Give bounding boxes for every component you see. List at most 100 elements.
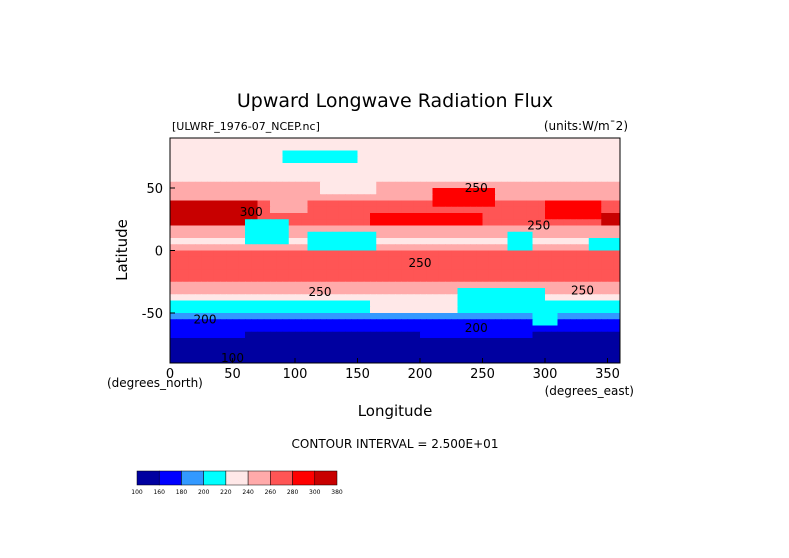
heatmap-cell (432, 331, 440, 339)
heatmap-cell (420, 313, 427, 320)
heatmap-cell (351, 219, 359, 227)
heatmap-cell (270, 169, 277, 177)
heatmap-cell (488, 219, 496, 227)
heatmap-cell (295, 325, 302, 333)
heatmap-cell (563, 350, 571, 358)
heatmap-cell (557, 294, 565, 302)
heatmap-cell (388, 269, 396, 277)
heatmap-cell (457, 231, 465, 239)
heatmap-cell (232, 331, 240, 339)
heatmap-cell (370, 331, 377, 339)
heatmap-cell (338, 344, 346, 352)
heatmap-cell (320, 331, 327, 339)
heatmap-cell (226, 238, 234, 245)
heatmap-cell (607, 238, 615, 245)
heatmap-cell (188, 213, 196, 220)
heatmap-cell (488, 350, 496, 358)
colorbar-level-label: 180 (176, 489, 188, 496)
heatmap-cell (245, 250, 252, 258)
heatmap-cell (195, 156, 202, 164)
heatmap-cell (395, 300, 402, 308)
heatmap-cell (270, 350, 277, 358)
heatmap-cell (288, 244, 296, 252)
heatmap-cell (232, 138, 240, 145)
heatmap-cell (388, 331, 396, 339)
heatmap-cell (601, 188, 609, 195)
heatmap-cell (282, 344, 290, 352)
heatmap-cell (595, 194, 602, 202)
heatmap-cell (282, 244, 290, 252)
heatmap-cell (601, 356, 609, 363)
heatmap-cell (176, 188, 184, 195)
heatmap-cell (213, 325, 221, 333)
heatmap-cell (545, 150, 552, 158)
heatmap-cell (557, 288, 565, 295)
heatmap-cell (251, 275, 259, 283)
heatmap-cell (238, 275, 246, 283)
heatmap-cell (288, 200, 296, 208)
heatmap-cell (413, 138, 421, 145)
heatmap-cell (382, 350, 390, 358)
heatmap-cell (338, 163, 346, 170)
heatmap-cell (238, 288, 246, 295)
heatmap-cell (313, 275, 321, 283)
heatmap-cell (251, 138, 259, 145)
heatmap-cell (538, 250, 546, 258)
heatmap-cell (276, 188, 284, 195)
heatmap-cell (495, 150, 502, 158)
heatmap-cell (363, 263, 371, 270)
heatmap-cell (538, 344, 546, 352)
heatmap-cell (607, 213, 615, 220)
heatmap-cell (401, 319, 409, 327)
heatmap-cell (495, 238, 502, 245)
heatmap-cell (351, 200, 359, 208)
heatmap-cell (226, 144, 234, 152)
heatmap-cell (438, 188, 446, 195)
heatmap-cell (295, 313, 302, 320)
heatmap-cell (563, 306, 571, 314)
heatmap-cell (338, 306, 346, 314)
heatmap-cell (445, 175, 452, 183)
heatmap-cell (420, 175, 427, 183)
heatmap-cell (357, 225, 365, 233)
contour-interval: CONTOUR INTERVAL = 2.500E+01 (292, 437, 499, 451)
heatmap-cell (288, 225, 296, 233)
heatmap-cell (532, 350, 540, 358)
heatmap-cell (538, 356, 546, 363)
heatmap-cell (220, 350, 227, 358)
heatmap-cell (432, 256, 440, 264)
heatmap-cell (326, 238, 334, 245)
heatmap-cell (320, 313, 327, 320)
heatmap-cell (282, 300, 290, 308)
heatmap-cell (376, 150, 384, 158)
heatmap-cell (457, 188, 465, 195)
heatmap-cell (507, 281, 515, 289)
heatmap-cell (451, 269, 459, 277)
heatmap-cell (220, 225, 227, 233)
heatmap-cell (495, 294, 502, 302)
heatmap-cell (301, 338, 309, 345)
heatmap-cell (432, 175, 440, 183)
heatmap-cell (457, 213, 465, 220)
heatmap-cell (513, 275, 521, 283)
heatmap-cell (395, 163, 402, 170)
heatmap-cell (332, 331, 340, 339)
heatmap-cell (313, 300, 321, 308)
heatmap-cell (363, 219, 371, 227)
heatmap-cell (263, 263, 271, 270)
heatmap-cell (270, 175, 277, 183)
heatmap-cell (601, 138, 609, 145)
heatmap-cell (501, 169, 509, 177)
heatmap-cell (276, 300, 284, 308)
heatmap-cell (326, 219, 334, 227)
heatmap-cell (182, 188, 190, 195)
heatmap-cell (551, 256, 559, 264)
heatmap-cell (332, 325, 340, 333)
heatmap-cell (332, 350, 340, 358)
heatmap-cell (520, 269, 527, 277)
heatmap-cell (201, 206, 209, 214)
heatmap-cell (420, 281, 427, 289)
heatmap-cell (263, 206, 271, 214)
heatmap-cell (282, 269, 290, 277)
heatmap-cell (170, 269, 177, 277)
